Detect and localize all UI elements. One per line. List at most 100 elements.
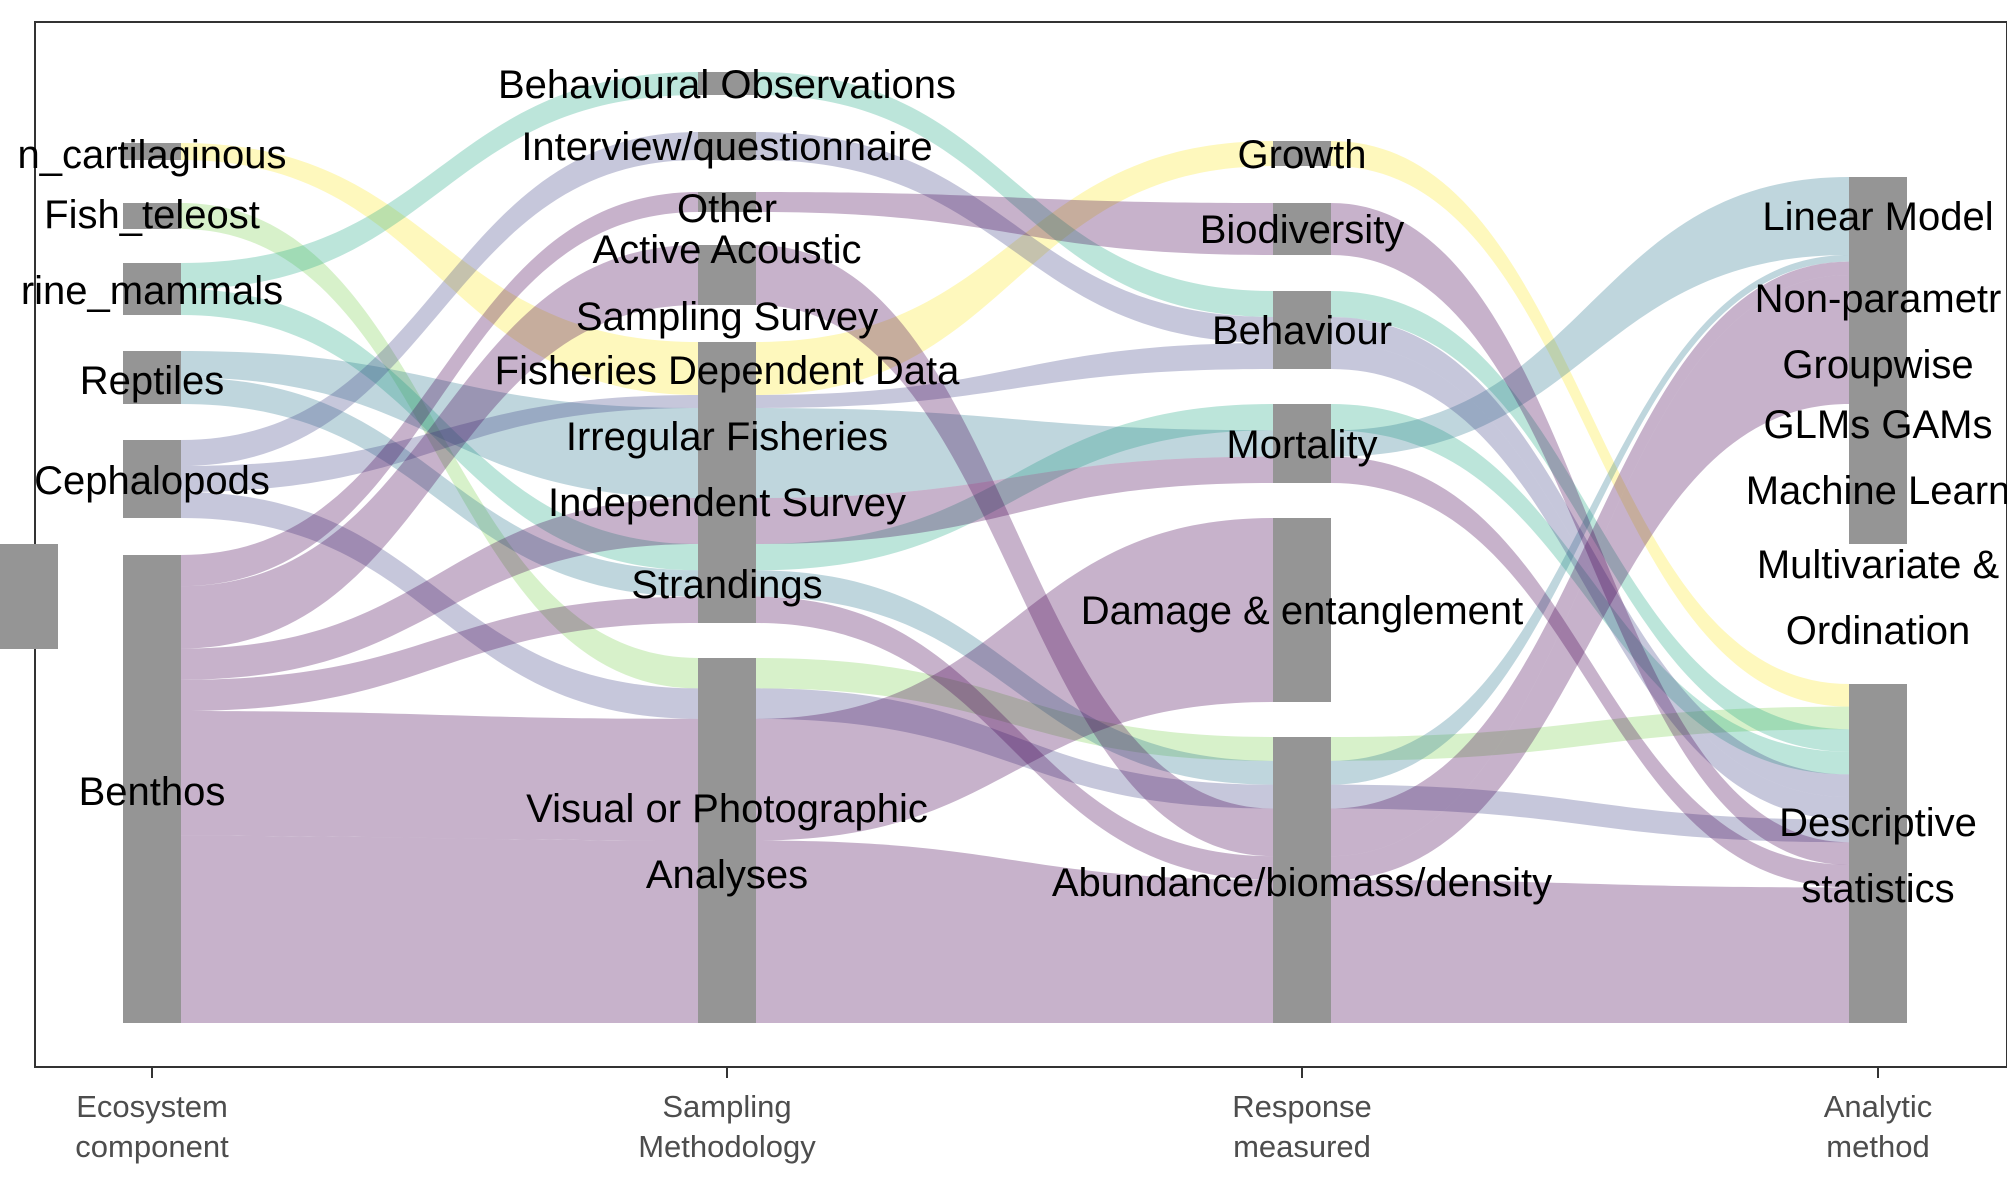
panel-border (34, 21, 2007, 1068)
node-growth (1273, 141, 1331, 166)
node-groupwise (1849, 275, 1907, 404)
flow-benthos-visual-or-photographic-analyses-to-abundance-biomass-density (756, 840, 1273, 1023)
node-label-n-cartilaginous: n_cartilaginous (17, 133, 286, 177)
node-label-cephalopods: Cephalopods (34, 459, 270, 503)
node-label-mortality: Mortality (1226, 423, 1377, 467)
flow-benthos-benthos-to-active-acoustic (181, 245, 698, 649)
node-label-growth: Growth (1238, 133, 1367, 177)
node-label-active-acoustic: Active Acoustic (592, 228, 861, 272)
node-fisheries-dependent-data (698, 395, 756, 408)
flow-fish-cartilaginous-fish-cartilaginous-to-sampling-survey (181, 143, 698, 395)
node-label-fisheries-dependent-data: Fisheries Dependent Data (495, 349, 960, 393)
x-tick-label-method: method (1826, 1129, 1929, 1164)
node-cephalopods (123, 440, 181, 518)
flow-fish-teleost-abundance-biomass-density-to-descriptive-statistics (1331, 706, 1849, 761)
x-tick-label-methodology: Methodology (638, 1129, 816, 1164)
flow-benthos-active-acoustic-to-abundance-biomass-density (756, 245, 1273, 857)
node-label-sampling-survey: Sampling Survey (576, 295, 878, 339)
node-label-groupwise: Groupwise (1782, 343, 1973, 387)
flow-marine-mammals-mortality-to-descriptive-statistics (1331, 404, 1849, 775)
node-label-fish-teleost: Fish_teleost (44, 193, 260, 237)
node-label-ordination: Ordination (1786, 609, 1971, 653)
node-label-descriptive: Descriptive (1779, 801, 1977, 845)
node-damage-entanglement (1273, 518, 1331, 702)
node-label-rine-mammals: rine_mammals (21, 269, 283, 313)
flow-benthos-abundance-biomass-density-to-descriptive-statistics (1331, 880, 1849, 1023)
x-tick-label-ecosystem: Ecosystem (76, 1089, 228, 1124)
x-tick-label-component: component (75, 1129, 229, 1164)
node-label-biodiversity: Biodiversity (1200, 208, 1405, 252)
flow-cephalopods-visual-or-photographic-analyses-to-abundance-biomass-density (756, 688, 1273, 809)
flow-benthos-benthos-to-visual-or-photographic-analyses (181, 835, 698, 1023)
flow-reptiles-strandings-to-abundance-biomass-density (756, 570, 1273, 785)
flow-marine-mammals-behaviour-to-descriptive-statistics (1331, 291, 1849, 752)
x-tick-label-measured: measured (1233, 1129, 1371, 1164)
node-label-statistics: statistics (1801, 867, 1954, 911)
flow-reptiles-reptiles-to-irregular-fisheries (181, 351, 698, 498)
node-reptiles (123, 351, 181, 404)
node-mortality (1273, 404, 1331, 483)
flow-reptiles-irregular-fisheries-to-mortality (756, 408, 1273, 498)
node-label-benthos: Benthos (79, 770, 226, 814)
flow-benthos-biodiversity-to-descriptive-statistics (1331, 203, 1849, 865)
node-biodiversity (1273, 203, 1331, 255)
flow-cephalopods-cephalopods-to-interview-questionnaire (181, 132, 698, 466)
flow-cephalopods-abundance-biomass-density-to-descriptive-statistics (1331, 784, 1849, 843)
flow-cephalopods-cephalopods-to-fisheries-dependent-data (181, 395, 698, 492)
node-behavioural-observations (698, 72, 756, 95)
flow-layer (181, 72, 1849, 1023)
x-tick-label-sampling: Sampling (662, 1089, 791, 1124)
node-label-behaviour: Behaviour (1212, 309, 1392, 353)
node-label-layer: n_cartilaginous Fish_teleost rine_mammals R… (17, 63, 2007, 911)
node-descriptive-statistics (1849, 684, 1907, 1023)
node-fish-cartilaginous (123, 143, 181, 160)
node-label-non-parametr: Non-parametr (1755, 277, 2002, 321)
node-label-other: Other (677, 187, 777, 231)
node-label-irregular-fisheries: Irregular Fisheries (566, 415, 888, 459)
x-axis: Ecosystem component Sampling Methodology Res… (75, 1067, 1932, 1164)
flow-benthos-benthos-to-independent-survey (181, 498, 698, 680)
node-interview-questionnaire (698, 132, 756, 160)
flow-cephalopods-behaviour-to-descriptive-statistics (1331, 343, 1849, 820)
flow-cephalopods-fisheries-dependent-data-to-behaviour (756, 343, 1273, 408)
flow-benthos-benthos-to-strandings (181, 596, 698, 711)
flow-benthos-independent-survey-to-mortality (756, 456, 1273, 544)
flow-reptiles-mortality-to-linear-models (1331, 177, 1849, 457)
node-label-glms-gams: GLMs GAMs (1764, 403, 1993, 447)
flow-marine-mammals-marine-mammals-to-behavioural-observations (181, 72, 698, 289)
x-tick-label-analytic: Analytic (1824, 1089, 1933, 1124)
flow-cephalopods-cephalopods-to-visual-or-photographic-analyses (181, 492, 698, 719)
node-label-abundance-biomass-density: Abundance/biomass/density (1052, 861, 1552, 905)
flow-reptiles-reptiles-to-strandings (181, 377, 698, 597)
flow-benthos-mortality-to-descriptive-statistics (1331, 456, 1849, 888)
node-abundance-biomass-density (1273, 737, 1331, 1023)
node-label-multivariate: Multivariate & (1757, 543, 2000, 587)
node-irregular-fisheries (698, 408, 756, 498)
node-label-machine-learn: Machine Learn (1746, 469, 2007, 513)
node-fish-teleost (123, 203, 181, 229)
node-label-interview-questionnaire: Interview/questionnaire (521, 125, 932, 169)
node-label-reptiles: Reptiles (80, 359, 225, 403)
node-glms-gams (1849, 404, 1907, 440)
flow-benthos-benthos-to-visual-or-photographic-analyses (181, 711, 698, 841)
flow-benthos-visual-or-photographic-analyses-to-damage-entanglement (756, 518, 1273, 841)
x-tick-label-response: Response (1232, 1089, 1372, 1124)
flow-reptiles-abundance-biomass-density-to-non-parametric (1331, 255, 1849, 785)
node-label-analyses: Analyses (646, 853, 808, 897)
flow-marine-mammals-strandings-to-mortality (756, 404, 1273, 571)
node-non-parametric (1849, 255, 1907, 275)
node-label-visual-or-photographic: Visual or Photographic (526, 787, 928, 831)
node-visual-or-photographic-analyses (698, 658, 756, 1023)
node-layer (0, 72, 1907, 1023)
node-multivariate-ordination (0, 544, 58, 649)
flow-fish-teleost-visual-or-photographic-analyses-to-abundance-biomass-density (756, 658, 1273, 761)
flow-cephalopods-behaviour-to-descriptive-statistics (1331, 317, 1849, 797)
flow-benthos-other-to-biodiversity (756, 192, 1273, 255)
node-other (698, 192, 756, 212)
node-label-independent-survey: Independent Survey (548, 481, 906, 525)
flow-fish-cartilaginous-growth-to-descriptive-statistics (1331, 141, 1849, 707)
node-behaviour (1273, 291, 1331, 369)
flow-fish-teleost-fish-teleost-to-visual-or-photographic-analyses (181, 203, 698, 689)
node-independent-survey (698, 498, 756, 544)
